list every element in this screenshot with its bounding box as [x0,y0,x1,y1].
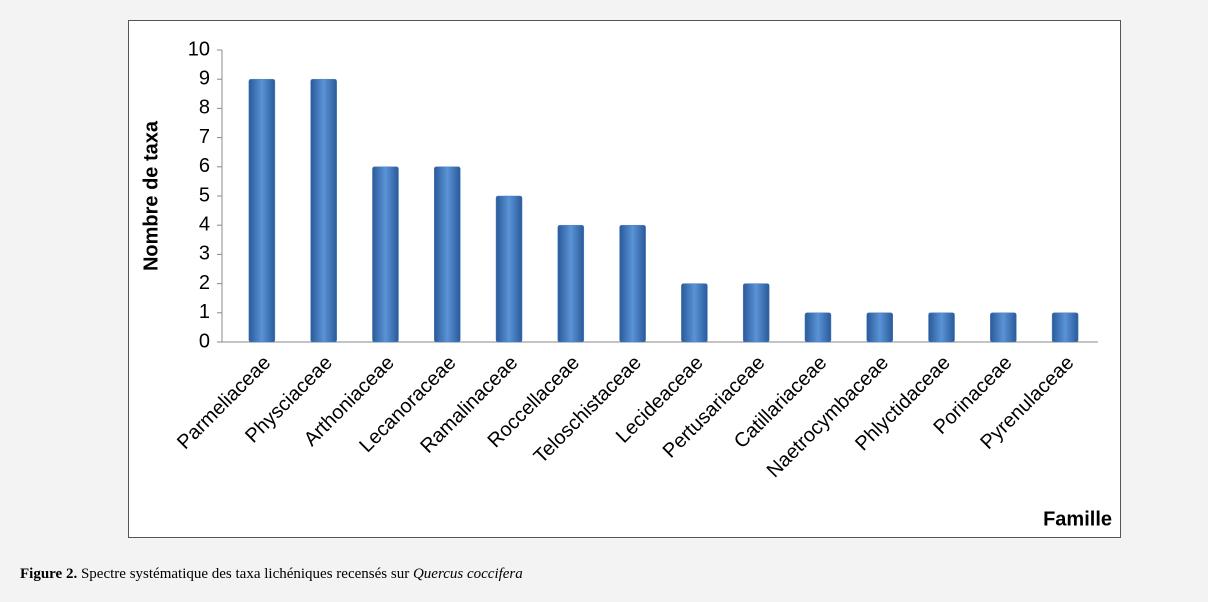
y-tick-label: 5 [199,184,210,206]
caption-species: Quercus coccifera [412,566,523,582]
bar [681,283,708,343]
bar [742,283,770,343]
y-tick-label: 1 [199,301,210,323]
caption: Figure 2. Spectre systématique des taxa … [20,566,523,583]
bar [990,312,1017,343]
bar [495,195,523,343]
bar [434,166,461,343]
chart: Nombre de taxa Famille 012345678910Parme… [128,20,1121,538]
bar [310,78,337,343]
caption-text: Spectre systématique des taxa lichénique… [80,566,410,582]
y-tick-label: 0 [199,330,210,352]
y-tick-label: 4 [199,213,210,235]
y-axis-label: Nombre de taxa [140,120,162,271]
bar [1051,312,1079,343]
caption-label: Figure 2. [20,566,78,582]
x-axis-label: Famille [1043,508,1112,530]
bar [928,312,955,343]
bar [804,312,832,343]
bar [866,312,893,343]
y-tick-label: 9 [199,67,210,89]
y-tick-label: 2 [199,272,210,294]
y-tick-label: 3 [199,243,210,265]
bar [619,224,646,343]
y-tick-label: 10 [188,38,210,60]
y-tick-label: 8 [199,97,210,119]
y-tick-label: 6 [199,155,210,177]
bar [372,166,399,343]
bar [557,224,585,343]
bar [248,78,276,343]
y-tick-label: 7 [199,126,210,148]
